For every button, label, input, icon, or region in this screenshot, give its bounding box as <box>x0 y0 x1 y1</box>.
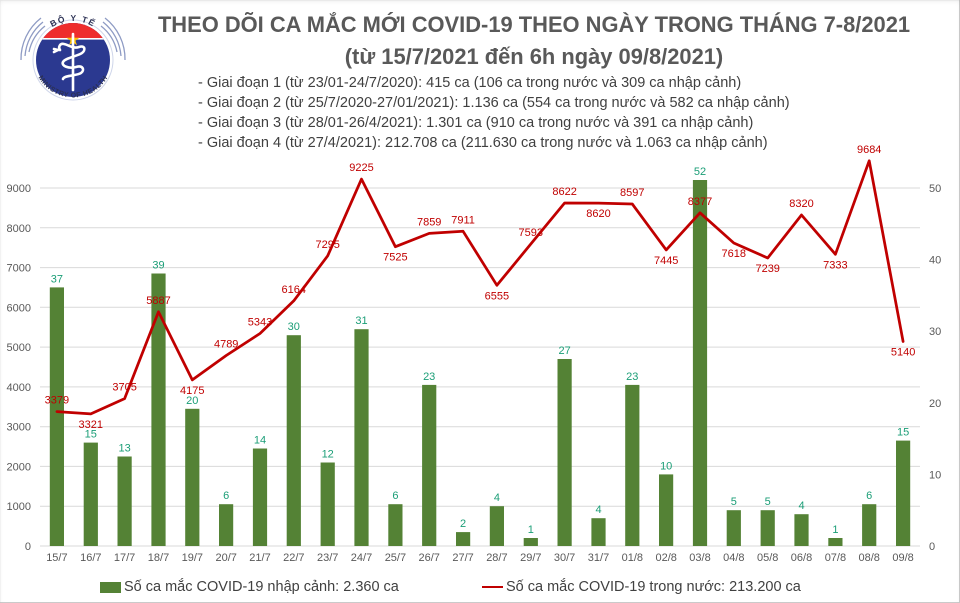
svg-text:25/7: 25/7 <box>385 552 406 564</box>
svg-text:03/8: 03/8 <box>689 552 710 564</box>
svg-text:3321: 3321 <box>79 419 103 431</box>
svg-text:31: 31 <box>355 315 367 327</box>
svg-text:23: 23 <box>423 371 435 383</box>
svg-text:7859: 7859 <box>417 216 441 228</box>
svg-text:4: 4 <box>595 504 601 516</box>
svg-text:12: 12 <box>322 449 334 461</box>
svg-text:6: 6 <box>866 490 872 502</box>
svg-text:5887: 5887 <box>146 295 170 307</box>
svg-text:0: 0 <box>25 541 31 553</box>
svg-text:30: 30 <box>288 321 300 333</box>
svg-text:6000: 6000 <box>7 302 31 314</box>
svg-text:8620: 8620 <box>586 208 610 220</box>
svg-text:26/7: 26/7 <box>418 552 439 564</box>
svg-text:5140: 5140 <box>891 347 915 359</box>
svg-text:8597: 8597 <box>620 187 644 199</box>
svg-text:8000: 8000 <box>7 223 31 235</box>
svg-text:52: 52 <box>694 166 706 178</box>
svg-text:2000: 2000 <box>7 461 31 473</box>
svg-text:18/7: 18/7 <box>148 552 169 564</box>
svg-text:9225: 9225 <box>349 162 373 174</box>
svg-text:30: 30 <box>929 326 941 338</box>
svg-text:30/7: 30/7 <box>554 552 575 564</box>
svg-text:40: 40 <box>929 255 941 267</box>
svg-text:7618: 7618 <box>722 248 746 260</box>
svg-text:10: 10 <box>660 460 672 472</box>
svg-text:37: 37 <box>51 273 63 285</box>
svg-text:13: 13 <box>118 443 130 455</box>
svg-text:1: 1 <box>832 524 838 536</box>
svg-text:39: 39 <box>152 260 164 272</box>
svg-text:9684: 9684 <box>857 144 881 156</box>
svg-text:6555: 6555 <box>485 290 509 302</box>
svg-text:8320: 8320 <box>789 198 813 210</box>
svg-text:8622: 8622 <box>552 186 576 198</box>
svg-text:7333: 7333 <box>823 259 847 271</box>
svg-text:07/8: 07/8 <box>825 552 846 564</box>
svg-text:20/7: 20/7 <box>215 552 236 564</box>
svg-text:7911: 7911 <box>451 214 475 226</box>
svg-text:10: 10 <box>929 469 941 481</box>
svg-text:7000: 7000 <box>7 263 31 275</box>
svg-text:23: 23 <box>626 371 638 383</box>
svg-text:08/8: 08/8 <box>858 552 879 564</box>
svg-text:9000: 9000 <box>7 183 31 195</box>
svg-text:01/8: 01/8 <box>622 552 643 564</box>
svg-text:4175: 4175 <box>180 385 204 397</box>
svg-text:8377: 8377 <box>688 196 712 208</box>
svg-text:3705: 3705 <box>112 382 136 394</box>
svg-text:5000: 5000 <box>7 342 31 354</box>
svg-text:17/7: 17/7 <box>114 552 135 564</box>
svg-text:6: 6 <box>223 490 229 502</box>
svg-text:04/8: 04/8 <box>723 552 744 564</box>
svg-text:1000: 1000 <box>7 501 31 513</box>
svg-text:5343: 5343 <box>248 317 272 329</box>
svg-text:4: 4 <box>494 492 500 504</box>
svg-text:7239: 7239 <box>755 263 779 275</box>
svg-text:4789: 4789 <box>214 339 238 351</box>
svg-text:7445: 7445 <box>654 255 678 267</box>
svg-text:15: 15 <box>897 427 909 439</box>
svg-text:09/8: 09/8 <box>892 552 913 564</box>
svg-text:1: 1 <box>528 524 534 536</box>
svg-text:6: 6 <box>392 490 398 502</box>
svg-text:14: 14 <box>254 435 266 447</box>
svg-text:5: 5 <box>731 496 737 508</box>
svg-text:2: 2 <box>460 518 466 530</box>
svg-text:50: 50 <box>929 183 941 195</box>
svg-text:4: 4 <box>798 500 804 512</box>
svg-text:3000: 3000 <box>7 422 31 434</box>
svg-text:27: 27 <box>558 345 570 357</box>
svg-text:15/7: 15/7 <box>46 552 67 564</box>
svg-text:31/7: 31/7 <box>588 552 609 564</box>
svg-text:22/7: 22/7 <box>283 552 304 564</box>
svg-text:16/7: 16/7 <box>80 552 101 564</box>
svg-text:3379: 3379 <box>45 395 69 407</box>
svg-text:27/7: 27/7 <box>452 552 473 564</box>
svg-text:20: 20 <box>929 398 941 410</box>
svg-text:0: 0 <box>929 541 935 553</box>
svg-text:7525: 7525 <box>383 252 407 264</box>
svg-text:7593: 7593 <box>519 227 543 239</box>
svg-text:6164: 6164 <box>282 284 306 296</box>
svg-text:02/8: 02/8 <box>655 552 676 564</box>
svg-text:29/7: 29/7 <box>520 552 541 564</box>
svg-text:21/7: 21/7 <box>249 552 270 564</box>
svg-text:05/8: 05/8 <box>757 552 778 564</box>
svg-text:24/7: 24/7 <box>351 552 372 564</box>
svg-text:23/7: 23/7 <box>317 552 338 564</box>
svg-text:19/7: 19/7 <box>182 552 203 564</box>
svg-text:4000: 4000 <box>7 382 31 394</box>
svg-text:06/8: 06/8 <box>791 552 812 564</box>
svg-text:5: 5 <box>765 496 771 508</box>
svg-text:7295: 7295 <box>315 239 339 251</box>
svg-text:28/7: 28/7 <box>486 552 507 564</box>
